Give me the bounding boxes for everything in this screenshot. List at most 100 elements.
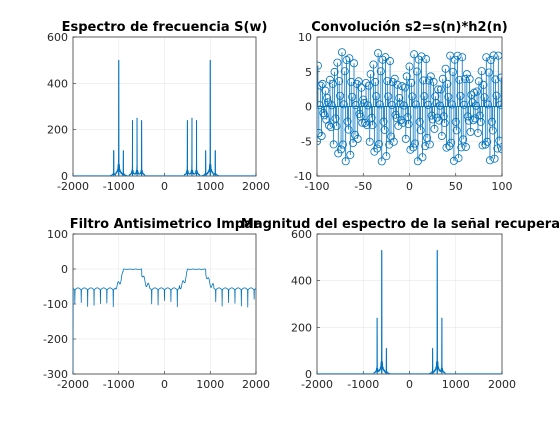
stem-marker: [413, 157, 422, 166]
stem-marker: [384, 92, 393, 101]
stem-marker: [405, 62, 414, 71]
stem-marker: [372, 92, 381, 101]
stem-marker: [421, 142, 430, 151]
stem-marker: [420, 92, 429, 101]
stem-marker: [350, 130, 359, 139]
stem-marker: [342, 56, 351, 65]
stem-marker: [343, 117, 352, 126]
y-tick-label: 0: [61, 170, 68, 183]
x-tick-label: -1000: [103, 378, 135, 391]
stem-marker: [385, 140, 394, 149]
stem-marker: [380, 125, 389, 134]
stem-marker: [318, 79, 327, 88]
stem-marker: [386, 132, 395, 141]
filter-response-trace: [73, 268, 256, 374]
stem-marker: [424, 76, 433, 85]
stem-marker: [401, 134, 410, 143]
stem-marker: [444, 92, 453, 101]
y-tick-label: 0: [305, 101, 312, 114]
stem-marker: [485, 156, 494, 165]
stem-marker: [368, 121, 377, 130]
stem-marker: [349, 139, 358, 148]
stem-marker: [422, 55, 431, 64]
stem-marker: [362, 121, 371, 130]
y-tick-label: -5: [301, 135, 312, 148]
stem-marker: [317, 61, 322, 70]
stem-marker: [477, 67, 486, 76]
y-tick-label: -200: [43, 333, 68, 346]
stem-marker: [498, 145, 502, 154]
stem-marker: [392, 114, 401, 123]
stem-marker: [434, 85, 443, 94]
stem-marker: [339, 100, 348, 109]
x-tick-label: -2000: [57, 180, 89, 193]
stem-marker: [320, 111, 329, 120]
stem-marker: [461, 142, 470, 151]
stem-marker: [448, 100, 457, 109]
stem-marker: [369, 60, 378, 69]
stem-marker: [362, 78, 371, 87]
stem-marker: [473, 87, 482, 96]
stem-marker: [404, 120, 413, 129]
chart-title: Convolución s2=s(n)*h2(n): [311, 20, 508, 35]
stem-marker: [377, 157, 386, 166]
x-tick-label: 0: [161, 378, 168, 391]
stem-marker: [395, 93, 404, 102]
stem-marker: [494, 51, 502, 60]
stem-marker: [484, 100, 493, 109]
stem-marker: [417, 52, 426, 61]
stem-marker: [410, 50, 419, 59]
stem-marker: [496, 100, 502, 109]
stem-marker: [411, 100, 420, 109]
stem-marker: [479, 80, 488, 89]
stem-marker: [427, 111, 436, 120]
x-tick-label: 50: [449, 180, 463, 193]
stem-marker: [378, 55, 387, 64]
stem-marker: [341, 157, 350, 166]
stem-marker: [459, 135, 468, 144]
stem-marker: [465, 74, 474, 83]
x-tick-label: 0: [161, 180, 168, 193]
y-tick-label: 400: [47, 77, 68, 90]
y-tick-label: 100: [47, 228, 68, 241]
stem-marker: [423, 100, 432, 109]
stem-marker: [381, 53, 390, 62]
stem-marker: [437, 131, 446, 140]
stem-marker: [337, 145, 346, 154]
x-tick-label: -1000: [347, 378, 379, 391]
stem-marker: [389, 137, 398, 146]
stem-marker: [455, 75, 464, 84]
stem-marker: [447, 138, 456, 147]
stem-marker: [493, 144, 502, 153]
stem-marker: [458, 53, 467, 62]
stem-marker: [480, 93, 489, 102]
stem-marker: [460, 74, 469, 83]
stem-marker: [376, 67, 385, 76]
subplot-3: -2000 -1000 0 1000 2000-300-200-1000100Filtr…: [43, 217, 270, 391]
stem-series: [317, 48, 502, 166]
stem-marker: [463, 112, 472, 121]
stem-marker: [497, 73, 502, 82]
stem-marker: [334, 149, 343, 158]
stem-marker: [344, 125, 353, 134]
stem-marker: [419, 76, 428, 85]
y-tick-label: 0: [305, 368, 312, 381]
x-tick-label: -50: [354, 180, 372, 193]
stem-marker: [345, 54, 354, 63]
stem-marker: [425, 140, 434, 149]
x-tick-label: -1000: [103, 180, 135, 193]
stem-marker: [402, 72, 411, 81]
y-tick-label: 200: [291, 321, 312, 334]
stem-marker: [338, 140, 347, 149]
stem-marker: [366, 70, 375, 79]
stem-marker: [391, 110, 400, 119]
stem-marker: [476, 117, 485, 126]
stem-marker: [449, 156, 458, 165]
stem-marker: [397, 116, 406, 125]
stem-marker: [487, 117, 496, 126]
stem-marker: [399, 101, 408, 110]
stem-marker: [331, 114, 340, 123]
